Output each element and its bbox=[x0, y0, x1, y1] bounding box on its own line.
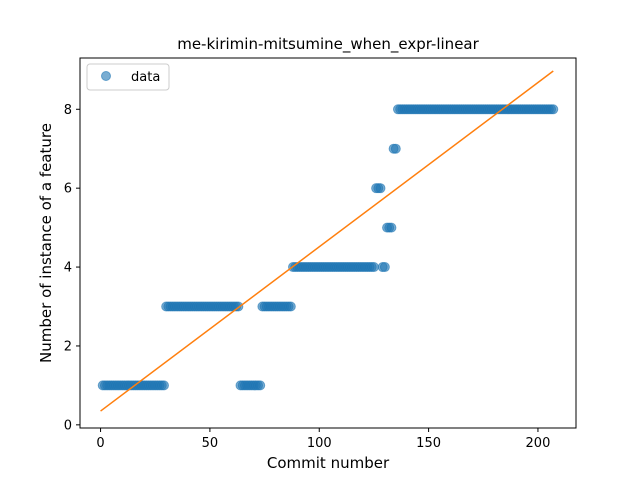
x-tick-label: 100 bbox=[307, 436, 332, 451]
legend-marker bbox=[101, 71, 111, 81]
x-axis: 0 50 100 150 200 bbox=[96, 428, 550, 451]
y-tick-label: 0 bbox=[64, 418, 72, 433]
x-tick-label: 200 bbox=[526, 436, 551, 451]
x-tick-label: 0 bbox=[96, 436, 104, 451]
plot-area bbox=[97, 70, 559, 412]
fit-line bbox=[100, 70, 554, 412]
legend-label: data bbox=[131, 70, 160, 85]
data-point bbox=[368, 262, 379, 273]
data-point bbox=[255, 380, 266, 391]
data-point bbox=[158, 380, 169, 391]
y-tick-label: 4 bbox=[64, 261, 72, 276]
y-tick-label: 2 bbox=[64, 339, 72, 354]
legend-box bbox=[86, 63, 170, 91]
y-tick-label: 8 bbox=[64, 103, 72, 118]
data-point bbox=[548, 104, 559, 115]
data-point bbox=[285, 301, 296, 312]
legend: data bbox=[86, 63, 170, 91]
data-point bbox=[375, 183, 386, 194]
x-axis-title: Commit number bbox=[267, 454, 390, 472]
y-axis-title: Number of instance of a feature bbox=[37, 123, 55, 363]
data-point bbox=[390, 143, 401, 154]
chart-title: me-kirimin-mitsumine_when_expr-linear bbox=[177, 35, 479, 54]
x-tick-label: 50 bbox=[202, 436, 219, 451]
data-point bbox=[386, 222, 397, 233]
data-point bbox=[379, 262, 390, 273]
y-tick-label: 6 bbox=[64, 182, 72, 197]
y-axis: 0 2 4 6 8 bbox=[64, 103, 80, 433]
plot-frame bbox=[79, 57, 577, 429]
x-tick-label: 150 bbox=[416, 436, 441, 451]
